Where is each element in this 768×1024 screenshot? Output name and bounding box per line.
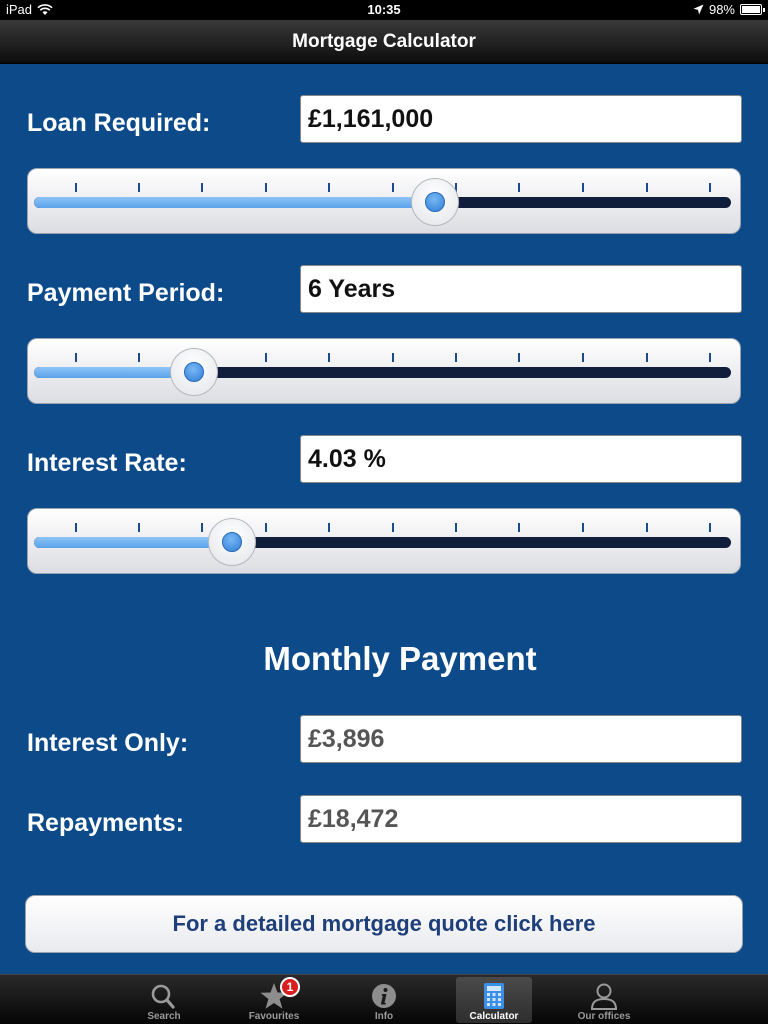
navigation-bar: Mortgage Calculator — [0, 20, 768, 64]
status-time: 10:35 — [367, 2, 401, 17]
slider-tick — [138, 183, 140, 192]
slider-tick — [75, 353, 77, 362]
status-left: iPad — [6, 2, 53, 17]
slider-tick — [328, 523, 330, 532]
repayments-label: Repayments: — [27, 809, 184, 837]
period-slider-fill — [34, 367, 195, 378]
status-bar: iPad 10:35 98% — [0, 0, 768, 20]
slider-tick — [392, 353, 394, 362]
wifi-icon — [37, 3, 53, 15]
slider-tick — [392, 523, 394, 532]
tab-our-offices[interactable]: Our offices — [566, 977, 642, 1023]
loan-slider-fill — [34, 197, 435, 208]
loan-slider-knob[interactable] — [410, 178, 459, 226]
tab-favourites-label: Favourites — [248, 1011, 300, 1022]
slider-tick — [709, 353, 711, 362]
search-icon — [151, 984, 175, 1009]
device-name: iPad — [6, 2, 33, 17]
slider-tick — [709, 183, 711, 192]
rate-slider[interactable] — [27, 508, 741, 574]
slider-tick — [582, 523, 584, 532]
period-slider-track — [34, 367, 731, 378]
period-label: Payment Period: — [27, 279, 225, 307]
slider-tick — [646, 353, 648, 362]
slider-tick — [709, 523, 711, 532]
monthly-payment-heading: Monthly Payment — [263, 640, 537, 677]
calculator-icon — [484, 983, 504, 1009]
status-right: 98% — [693, 2, 765, 17]
slider-tick — [138, 353, 140, 362]
slider-tick — [201, 523, 203, 532]
rate-slider-knob-dot — [221, 532, 242, 552]
slider-tick — [518, 353, 520, 362]
slider-tick — [265, 353, 267, 362]
loan-label: Loan Required: — [27, 109, 211, 137]
tab-calculator[interactable]: Calculator — [456, 977, 532, 1023]
slider-tick — [455, 183, 457, 192]
tab-calculator-label: Calculator — [469, 1011, 519, 1022]
rate-slider-knob[interactable] — [207, 518, 256, 566]
slider-tick — [201, 183, 203, 192]
slider-tick — [455, 353, 457, 362]
slider-tick — [582, 183, 584, 192]
tab-info[interactable]: Info — [346, 977, 422, 1023]
slider-tick — [582, 353, 584, 362]
slider-tick — [328, 183, 330, 192]
slider-tick — [518, 523, 520, 532]
interest-rate-field[interactable]: 4.03 % — [300, 435, 742, 483]
slider-tick — [455, 523, 457, 532]
star-icon — [260, 983, 288, 1009]
slider-tick — [75, 523, 77, 532]
location-arrow-icon — [693, 4, 704, 15]
loan-slider[interactable] — [27, 168, 741, 234]
period-slider[interactable] — [27, 338, 741, 404]
slider-tick — [75, 183, 77, 192]
period-slider-knob[interactable] — [170, 348, 219, 396]
info-icon — [372, 984, 396, 1008]
tab-search-label: Search — [147, 1011, 181, 1022]
battery-percent: 98% — [708, 2, 735, 17]
battery-fill — [742, 6, 760, 13]
tab-our-offices-label: Our offices — [577, 1011, 631, 1022]
tab-bar: Search 1 Favourites Info Calculator — [0, 974, 768, 1024]
person-icon — [590, 983, 618, 1010]
loan-slider-knob-dot — [424, 192, 445, 212]
mortgage-quote-button[interactable]: For a detailed mortgage quote click here — [25, 895, 743, 953]
slider-tick — [646, 183, 648, 192]
tab-info-label: Info — [374, 1011, 394, 1022]
payment-period-field[interactable]: 6 Years — [300, 265, 742, 313]
slider-tick — [392, 183, 394, 192]
period-slider-knob-dot — [184, 362, 205, 382]
loan-slider-track — [34, 197, 731, 208]
favourites-badge: 1 — [280, 977, 300, 997]
rate-slider-track — [34, 537, 731, 548]
interest-only-value: £3,896 — [300, 715, 742, 763]
loan-amount-field[interactable]: £1,161,000 — [300, 95, 742, 143]
slider-tick — [265, 523, 267, 532]
rate-slider-fill — [34, 537, 232, 548]
slider-tick — [646, 523, 648, 532]
page-title: Mortgage Calculator — [292, 31, 476, 52]
tab-favourites[interactable]: 1 Favourites — [236, 977, 312, 1023]
slider-tick — [265, 183, 267, 192]
battery-icon — [740, 4, 765, 15]
slider-tick — [518, 183, 520, 192]
slider-tick — [328, 353, 330, 362]
interest-only-label: Interest Only: — [27, 729, 189, 757]
slider-tick — [138, 523, 140, 532]
rate-label: Interest Rate: — [27, 449, 187, 477]
repayments-value: £18,472 — [300, 795, 742, 843]
tab-search[interactable]: Search — [126, 977, 202, 1023]
